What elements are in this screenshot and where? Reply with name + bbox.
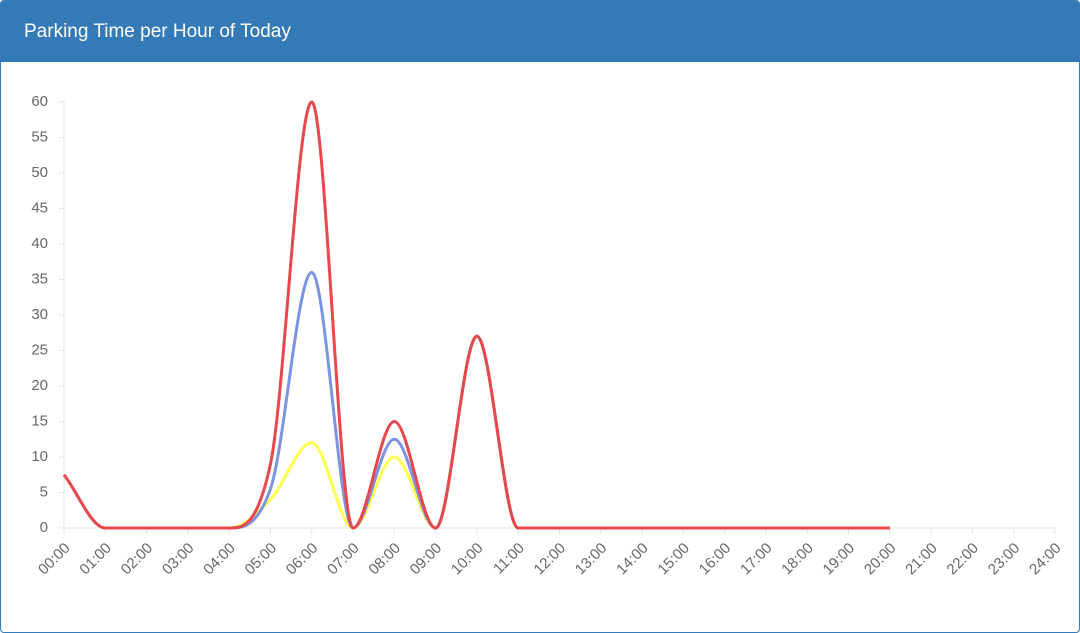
x-tick-label: 12:00 (531, 540, 570, 579)
x-tick-label: 22:00 (943, 540, 982, 579)
y-tick-label: 5 (40, 483, 48, 500)
x-tick-label: 11:00 (490, 540, 528, 578)
x-tick-label: 04:00 (200, 540, 239, 579)
x-tick-label: 18:00 (778, 540, 817, 579)
x-tick-label: 09:00 (407, 540, 446, 579)
x-tick-label: 21:00 (902, 540, 941, 579)
x-tick-label: 13:00 (572, 540, 611, 579)
line-series (62, 100, 890, 530)
x-tick-label: 03:00 (159, 540, 198, 579)
x-tick-label: 19:00 (820, 540, 859, 579)
x-tick-label: 16:00 (696, 540, 735, 579)
y-tick-label: 35 (31, 270, 48, 287)
y-tick-label: 60 (31, 93, 48, 110)
line-series (62, 270, 890, 530)
y-tick-label: 0 (40, 519, 48, 536)
x-tick-label: 06:00 (283, 540, 322, 579)
y-tick-label: 50 (31, 164, 48, 181)
x-tick-label: 10:00 (448, 540, 487, 579)
x-tick-label: 14:00 (613, 540, 652, 579)
panel-title: Parking Time per Hour of Today (1, 1, 1079, 62)
y-tick-label: 10 (31, 448, 48, 465)
x-tick-label: 08:00 (365, 540, 404, 579)
x-tick-label: 23:00 (985, 540, 1024, 579)
x-tick-label: 15:00 (654, 540, 693, 579)
x-tick-label: 07:00 (324, 540, 363, 579)
y-tick-label: 55 (31, 128, 48, 145)
x-tick-label: 05:00 (242, 540, 281, 579)
x-tick-label: 00:00 (35, 540, 74, 579)
x-tick-label: 17:00 (737, 540, 776, 579)
x-tick-label: 01:00 (76, 540, 115, 579)
x-tick-label: 24:00 (1026, 540, 1065, 579)
y-tick-label: 15 (31, 412, 48, 429)
y-tick-label: 20 (31, 377, 48, 394)
y-tick-label: 45 (31, 199, 48, 216)
line-series (62, 334, 890, 530)
x-tick-label: 02:00 (118, 540, 157, 579)
y-tick-label: 25 (31, 341, 48, 358)
y-tick-label: 30 (31, 306, 48, 323)
y-tick-label: 40 (31, 235, 48, 252)
x-tick-label: 20:00 (861, 540, 900, 579)
